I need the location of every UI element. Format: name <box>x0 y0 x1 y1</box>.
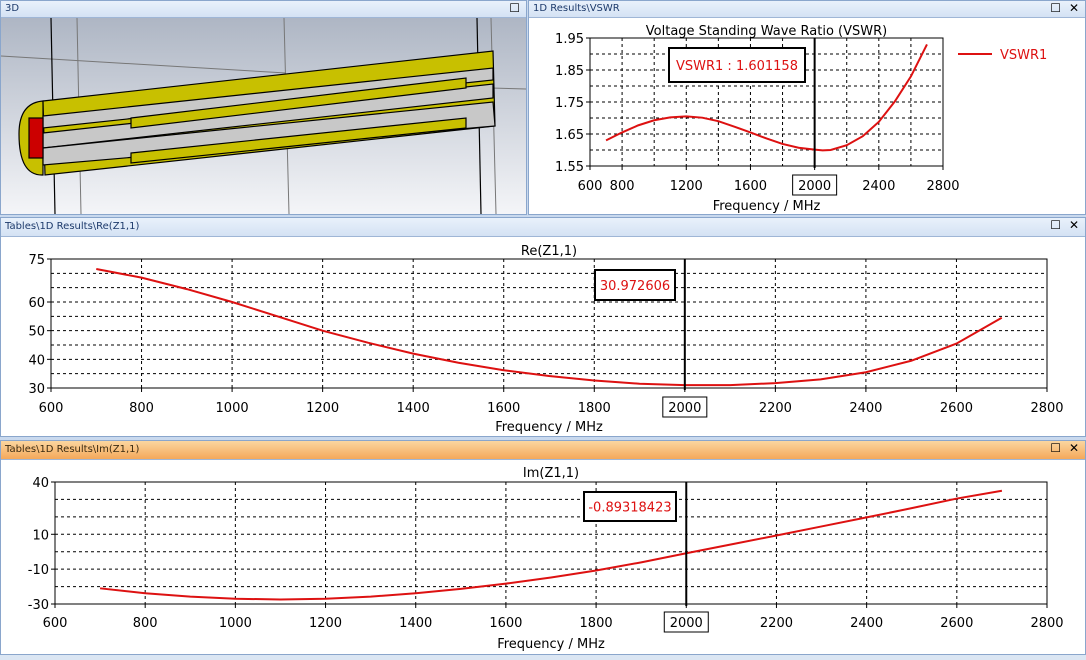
panel-3d-titlebar[interactable]: 3D ☐ <box>1 1 526 18</box>
x-tick-label: 1000 <box>219 616 252 631</box>
panel-im: Tables\1D Results\Im(Z1,1) ☐ ✕ <box>0 440 1086 655</box>
x-tick-label: 2800 <box>1030 401 1063 416</box>
3d-viewport[interactable] <box>0 17 527 215</box>
3d-model-view <box>0 17 527 215</box>
panel-im-title: Tables\1D Results\Im(Z1,1) <box>5 444 140 455</box>
x-axis-label: Frequency / MHz <box>713 199 821 214</box>
panel-3d: 3D ☐ <box>0 0 527 215</box>
x-tick-label: 2800 <box>926 179 959 194</box>
panel-3d-title: 3D <box>5 3 20 14</box>
status-strip <box>0 655 1086 660</box>
x-tick-label: 800 <box>133 616 158 631</box>
x-tick-label: 2600 <box>940 616 973 631</box>
y-tick-label: 60 <box>28 296 45 311</box>
x-tick-label: 800 <box>129 401 154 416</box>
x-tick-label: 2200 <box>759 401 792 416</box>
panel-re: Tables\1D Results\Re(Z1,1) ☐ ✕ <box>0 217 1086 437</box>
port-icon <box>28 117 44 159</box>
marker-value-box <box>668 47 806 83</box>
maximize-button[interactable]: ☐ <box>1050 218 1061 232</box>
plot-frame <box>54 481 1048 605</box>
cursor-x-label-box <box>792 174 838 196</box>
marker-value-box <box>583 491 677 522</box>
y-tick-label: 75 <box>28 253 45 268</box>
y-tick-label: 1.85 <box>555 64 584 79</box>
panel-re-title: Tables\1D Results\Re(Z1,1) <box>5 221 140 232</box>
x-tick-label: 1800 <box>578 401 611 416</box>
close-button[interactable]: ✕ <box>1068 218 1079 232</box>
x-tick-label: 600 <box>578 179 603 194</box>
panel-vswr-titlebar[interactable]: 1D Results\VSWR ☐ ✕ <box>529 1 1085 18</box>
cursor-x-label: 2000 <box>670 616 703 631</box>
x-axis-label: Frequency / MHz <box>495 420 603 435</box>
cursor-x-label: 2000 <box>798 179 831 194</box>
x-tick-label: 1200 <box>306 401 339 416</box>
close-button[interactable]: ✕ <box>1068 1 1079 15</box>
x-tick-label: 2600 <box>940 401 973 416</box>
y-tick-label: 1.65 <box>555 128 584 143</box>
x-tick-label: 1600 <box>489 616 522 631</box>
y-tick-label: 40 <box>32 476 49 491</box>
x-tick-label: 1200 <box>309 616 342 631</box>
maximize-button[interactable]: ☐ <box>1050 1 1061 15</box>
y-tick-label: 1.55 <box>555 160 584 175</box>
plot-frame <box>50 258 1048 389</box>
x-tick-label: 1000 <box>216 401 249 416</box>
y-tick-label: 1.75 <box>555 96 584 111</box>
marker-value-box <box>594 269 676 301</box>
y-tick-label: -30 <box>28 598 49 613</box>
x-tick-label: 2400 <box>850 616 883 631</box>
cursor-x-label-box <box>662 396 708 418</box>
panel-im-titlebar[interactable]: Tables\1D Results\Im(Z1,1) ☐ ✕ <box>1 441 1085 460</box>
y-tick-label: 1.95 <box>555 32 584 47</box>
x-axis-label: Frequency / MHz <box>497 637 605 652</box>
maximize-button[interactable]: ☐ <box>509 1 520 15</box>
x-tick-label: 1600 <box>487 401 520 416</box>
chart-title: Re(Z1,1) <box>521 244 577 259</box>
x-tick-label: 600 <box>39 401 64 416</box>
marker-value: VSWR1 : 1.601158 <box>676 59 798 74</box>
cursor-x-label-box <box>663 611 709 633</box>
x-tick-label: 1400 <box>399 616 432 631</box>
maximize-button[interactable]: ☐ <box>1050 441 1061 455</box>
x-tick-label: 1800 <box>580 616 613 631</box>
x-tick-label: 1400 <box>397 401 430 416</box>
x-tick-label: 1600 <box>734 179 767 194</box>
panel-re-titlebar[interactable]: Tables\1D Results\Re(Z1,1) ☐ ✕ <box>1 218 1085 237</box>
y-tick-label: 50 <box>28 325 45 340</box>
marker-value: 30.972606 <box>600 279 670 294</box>
panel-vswr-title: 1D Results\VSWR <box>533 3 620 14</box>
cursor-x-label: 2000 <box>668 401 701 416</box>
series-line-vswr1 <box>605 43 928 152</box>
x-tick-label: 600 <box>43 616 68 631</box>
y-tick-label: 30 <box>28 382 45 397</box>
x-tick-label: 2800 <box>1030 616 1063 631</box>
y-tick-label: -10 <box>28 563 49 578</box>
x-tick-label: 1200 <box>670 179 703 194</box>
x-tick-label: 800 <box>610 179 635 194</box>
legend-label: VSWR1 <box>1000 48 1047 63</box>
marker-value: -0.89318423 <box>588 501 671 516</box>
chart-title: Im(Z1,1) <box>523 466 579 481</box>
y-tick-label: 10 <box>32 528 49 543</box>
antenna-model <box>18 17 496 215</box>
chart-title: Voltage Standing Wave Ratio (VSWR) <box>646 24 887 39</box>
close-button[interactable]: ✕ <box>1068 441 1079 455</box>
x-tick-label: 2400 <box>862 179 895 194</box>
x-tick-label: 2200 <box>760 616 793 631</box>
x-tick-label: 2400 <box>849 401 882 416</box>
y-tick-label: 40 <box>28 353 45 368</box>
